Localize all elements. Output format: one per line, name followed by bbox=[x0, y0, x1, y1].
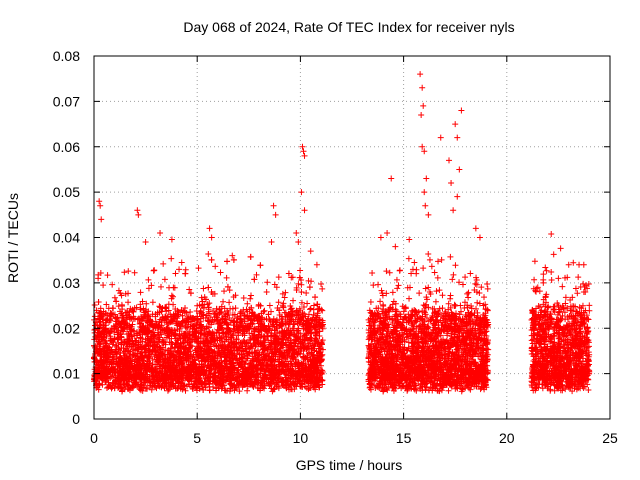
data-point bbox=[91, 301, 98, 308]
data-point bbox=[91, 313, 98, 320]
data-point bbox=[263, 288, 270, 295]
data-point bbox=[186, 286, 193, 293]
data-point bbox=[236, 388, 243, 395]
data-point bbox=[157, 283, 164, 290]
data-point bbox=[161, 276, 168, 283]
data-point bbox=[261, 307, 268, 314]
data-point bbox=[254, 347, 261, 354]
data-point bbox=[297, 267, 304, 274]
data-point bbox=[206, 300, 213, 307]
data-point bbox=[305, 277, 312, 284]
data-point bbox=[165, 307, 172, 314]
data-point bbox=[121, 269, 128, 276]
data-point bbox=[160, 260, 167, 267]
data-point bbox=[140, 305, 147, 312]
data-point bbox=[111, 294, 118, 301]
data-point bbox=[151, 353, 158, 360]
data-point bbox=[149, 299, 156, 306]
data-point bbox=[226, 314, 233, 321]
data-point bbox=[104, 272, 111, 279]
data-point bbox=[288, 274, 295, 281]
grid-lines bbox=[94, 56, 610, 419]
data-point bbox=[210, 307, 217, 314]
data-point bbox=[162, 341, 169, 348]
data-points bbox=[91, 71, 593, 395]
data-point bbox=[240, 294, 247, 301]
data-point bbox=[125, 299, 132, 306]
data-point bbox=[158, 339, 165, 346]
data-point bbox=[103, 301, 110, 308]
data-point bbox=[226, 299, 233, 306]
data-point bbox=[290, 297, 297, 304]
data-point bbox=[206, 310, 213, 317]
data-point bbox=[307, 305, 314, 312]
data-point bbox=[165, 301, 172, 308]
data-point bbox=[207, 314, 214, 321]
